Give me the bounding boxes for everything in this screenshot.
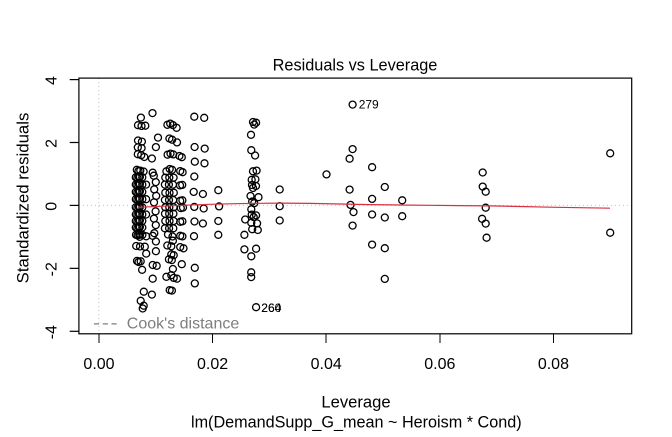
svg-text:2: 2 [44, 139, 61, 148]
svg-text:lm(DemandSupp_G_mean ~ Heroism: lm(DemandSupp_G_mean ~ Heroism * Cond) [191, 414, 522, 432]
svg-text:279: 279 [359, 97, 379, 111]
svg-text:Standardized residuals: Standardized residuals [14, 113, 33, 284]
svg-text:Cook's distance: Cook's distance [127, 316, 240, 333]
svg-text:0.06: 0.06 [424, 356, 455, 373]
svg-text:260: 260 [261, 301, 281, 315]
svg-text:Leverage: Leverage [321, 393, 390, 412]
svg-text:0.08: 0.08 [538, 356, 569, 373]
svg-text:0.00: 0.00 [83, 356, 114, 373]
svg-text:4: 4 [44, 76, 61, 85]
svg-text:-2: -2 [44, 262, 61, 276]
svg-text:-4: -4 [44, 325, 61, 339]
svg-text:0.02: 0.02 [197, 356, 228, 373]
svg-text:0.04: 0.04 [311, 356, 342, 373]
svg-text:Residuals vs Leverage: Residuals vs Leverage [273, 57, 438, 75]
svg-text:264: 264 [261, 301, 281, 315]
svg-text:0: 0 [44, 202, 61, 211]
